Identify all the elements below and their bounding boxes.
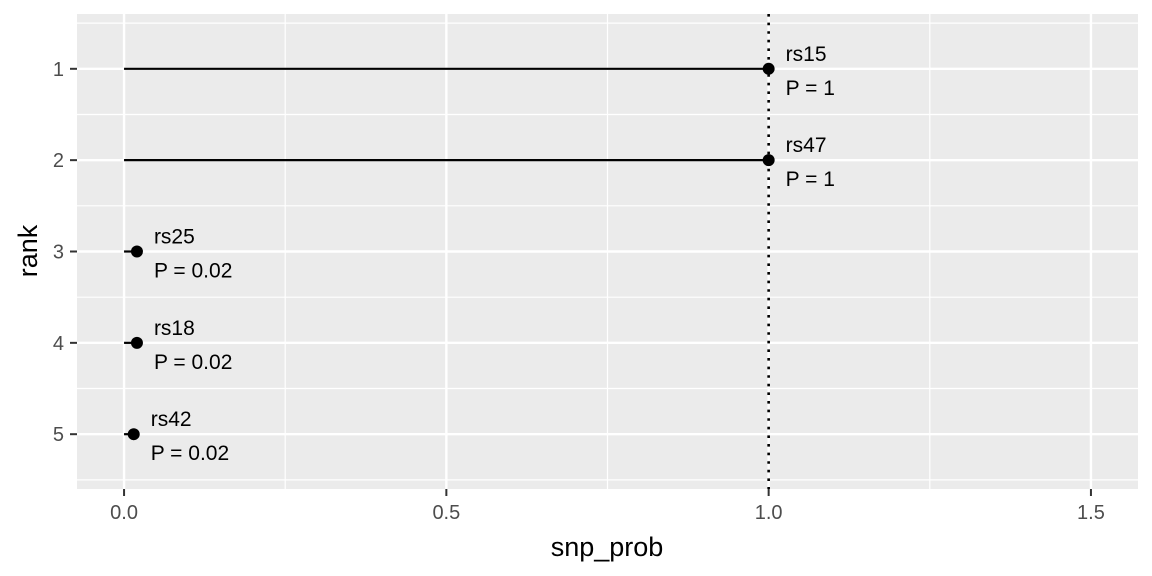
p-value-label: P = 0.02 bbox=[151, 442, 229, 465]
data-point bbox=[762, 62, 775, 75]
x-tick-label: 0.0 bbox=[110, 502, 138, 524]
x-axis: 0.0 0.5 1.0 1.5 bbox=[110, 489, 1105, 524]
p-value-label: P = 0.02 bbox=[154, 260, 232, 283]
x-tick-label: 1.5 bbox=[1077, 502, 1105, 524]
p-value-label: P = 0.02 bbox=[154, 351, 232, 374]
y-axis-title: rank bbox=[13, 224, 43, 277]
data-point bbox=[130, 336, 143, 349]
y-axis: 1 2 3 4 5 bbox=[53, 59, 77, 446]
p-value-label: P = 1 bbox=[786, 168, 835, 191]
snp-label: rs25 bbox=[154, 226, 195, 249]
y-tick-label: 5 bbox=[53, 424, 64, 446]
data-point bbox=[762, 154, 775, 167]
x-tick-label: 0.5 bbox=[432, 502, 460, 524]
data-point bbox=[127, 428, 140, 441]
snp-label: rs18 bbox=[154, 317, 195, 340]
snp-label: rs42 bbox=[151, 408, 192, 431]
x-axis-title: snp_prob bbox=[551, 532, 664, 562]
y-tick-label: 2 bbox=[53, 150, 64, 172]
point-labels-group: rs15 P = 1 rs47 P = 1 rs25 P = 0.02 rs18 P = 0.… bbox=[151, 43, 835, 465]
y-tick-label: 3 bbox=[53, 242, 64, 264]
data-point bbox=[130, 245, 143, 258]
snp-label: rs15 bbox=[786, 43, 827, 66]
points-group bbox=[127, 62, 775, 441]
x-tick-label: 1.0 bbox=[755, 502, 783, 524]
y-tick-label: 1 bbox=[53, 59, 64, 81]
y-tick-label: 4 bbox=[53, 333, 64, 355]
snp-label: rs47 bbox=[786, 134, 827, 157]
p-value-label: P = 1 bbox=[786, 77, 835, 100]
